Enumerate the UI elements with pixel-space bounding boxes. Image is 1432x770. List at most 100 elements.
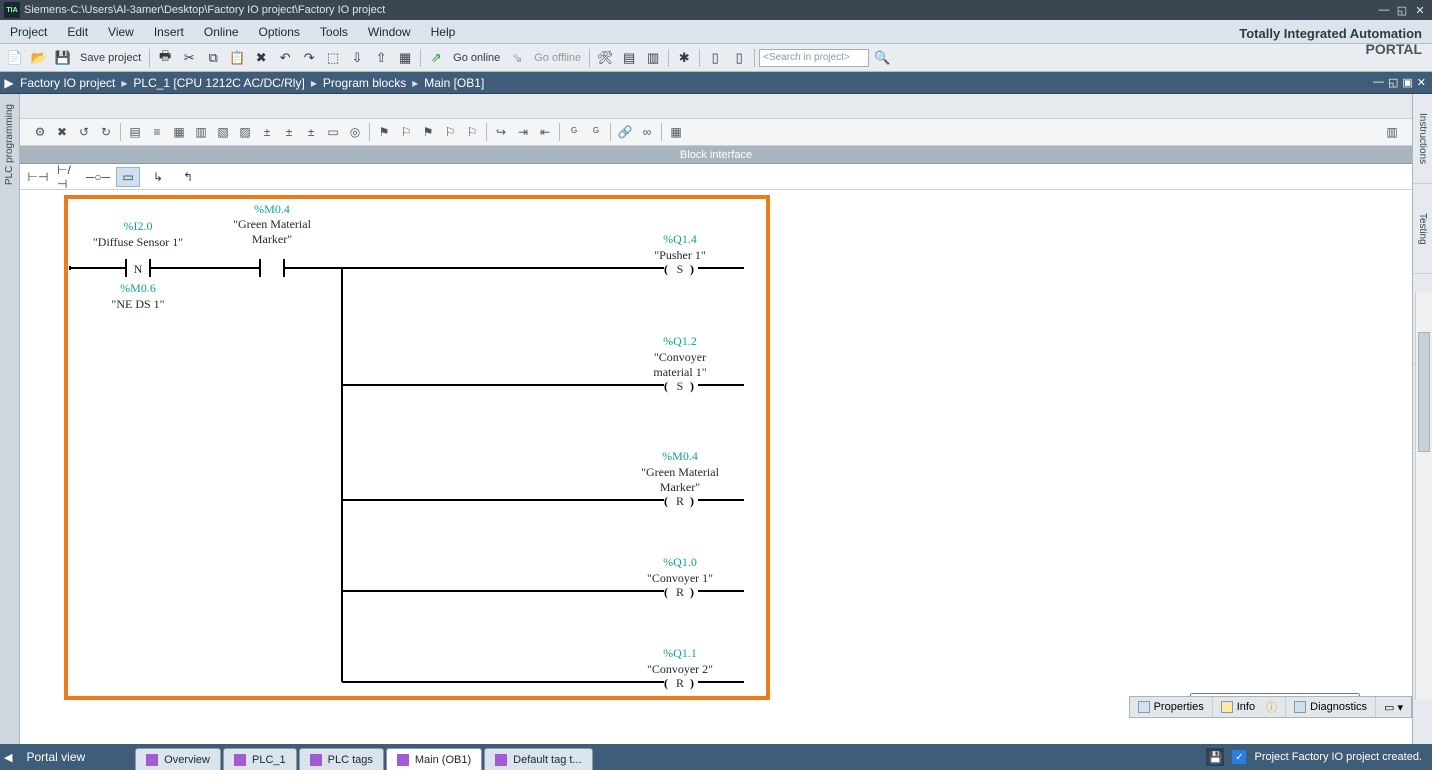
search-icon[interactable]: 🔍	[871, 47, 893, 69]
go-online-icon[interactable]: ⇗	[425, 47, 447, 69]
misc-2-icon[interactable]: 🛠	[594, 47, 616, 69]
et-btn[interactable]: ∞	[637, 122, 657, 142]
paste-icon[interactable]: 📋	[226, 47, 248, 69]
breadcrumb-expand-icon[interactable]: ▶	[0, 76, 18, 90]
scrollbar-thumb[interactable]	[1418, 332, 1430, 452]
et-btn[interactable]: ▥	[1382, 122, 1402, 142]
portal-view-icon[interactable]: ◀	[0, 751, 16, 764]
et-btn[interactable]: ᴳ	[586, 122, 606, 142]
go-offline-icon[interactable]: ⇘	[506, 47, 528, 69]
go-online-label[interactable]: Go online	[449, 52, 504, 64]
side-tab-left[interactable]: PLC programming	[0, 94, 20, 744]
minimize-icon[interactable]: —	[1376, 4, 1392, 17]
lad-coil-icon[interactable]: ─○─	[86, 167, 110, 187]
lad-no-contact-icon[interactable]: ⊢⊣	[26, 167, 50, 187]
et-btn[interactable]: ⚐	[396, 122, 416, 142]
upload-icon[interactable]: ⇧	[370, 47, 392, 69]
lad-branch-up-icon[interactable]: ↰	[176, 167, 200, 187]
et-btn[interactable]: ±	[301, 122, 321, 142]
menu-item-window[interactable]: Window	[358, 20, 421, 43]
pane-minimize-icon[interactable]: —	[1373, 76, 1384, 89]
misc-6-icon[interactable]: ▯	[704, 47, 726, 69]
menu-item-project[interactable]: Project	[0, 20, 57, 43]
new-icon[interactable]: 📄	[4, 47, 26, 69]
breadcrumb-segment[interactable]: Program blocks	[321, 76, 408, 90]
menu-item-options[interactable]: Options	[249, 20, 310, 43]
download-icon[interactable]: ⇩	[346, 47, 368, 69]
compile-icon[interactable]: ▦	[394, 47, 416, 69]
panel-collapse-button[interactable]: ▭ ▾	[1375, 697, 1411, 717]
et-btn[interactable]: ▧	[213, 122, 233, 142]
et-btn[interactable]: ▥	[191, 122, 211, 142]
undo-icon[interactable]: ↶	[274, 47, 296, 69]
misc-3-icon[interactable]: ▤	[618, 47, 640, 69]
menu-item-online[interactable]: Online	[194, 20, 249, 43]
status-tab[interactable]: Main (OB1)	[386, 748, 482, 770]
status-tab[interactable]: PLC_1	[223, 748, 297, 770]
lad-nc-contact-icon[interactable]: ⊢/⊣	[56, 167, 80, 187]
delete-icon[interactable]: ✖	[250, 47, 272, 69]
ladder-canvas[interactable]: N%I2.0"Diffuse Sensor 1"%M0.6"NE DS 1"%M…	[20, 190, 1412, 744]
menu-item-help[interactable]: Help	[421, 20, 466, 43]
cut-icon[interactable]: ✂	[178, 47, 200, 69]
status-tab[interactable]: PLC tags	[299, 748, 384, 770]
et-btn[interactable]: ≡	[147, 122, 167, 142]
et-btn[interactable]: ▦	[666, 122, 686, 142]
block-interface-bar[interactable]: Block interface	[20, 146, 1412, 164]
et-btn[interactable]: ⚐	[462, 122, 482, 142]
et-btn[interactable]: ⚑	[418, 122, 438, 142]
right-tab-instructions[interactable]: Instructions	[1413, 94, 1432, 184]
lad-branch-icon[interactable]: ↳	[146, 167, 170, 187]
misc-7-icon[interactable]: ▯	[728, 47, 750, 69]
et-btn[interactable]: ◎	[345, 122, 365, 142]
et-btn[interactable]: ⚑	[374, 122, 394, 142]
lad-box-icon[interactable]: ▭	[116, 167, 140, 187]
redo-icon[interactable]: ↷	[298, 47, 320, 69]
et-btn[interactable]: ⇥	[513, 122, 533, 142]
search-input[interactable]: <Search in project>	[759, 49, 869, 67]
right-tab-testing[interactable]: Testing	[1413, 184, 1432, 274]
et-btn[interactable]: ▭	[323, 122, 343, 142]
pane-restore-icon[interactable]: ◱	[1388, 76, 1398, 89]
save-icon[interactable]: 💾	[52, 47, 74, 69]
et-btn[interactable]: ▤	[125, 122, 145, 142]
info-button[interactable]: Info ⓘ	[1212, 697, 1285, 717]
pane-maximize-icon[interactable]: ▣	[1402, 76, 1412, 89]
portal-view-label[interactable]: Portal view	[16, 750, 95, 764]
et-btn[interactable]: 🔗	[615, 122, 635, 142]
breadcrumb-segment[interactable]: Factory IO project	[18, 76, 117, 90]
et-btn[interactable]: ±	[257, 122, 277, 142]
copy-icon[interactable]: ⧉	[202, 47, 224, 69]
menu-item-view[interactable]: View	[98, 20, 144, 43]
menu-item-insert[interactable]: Insert	[144, 20, 194, 43]
status-tab[interactable]: Default tag t...	[484, 748, 592, 770]
open-icon[interactable]: 📂	[28, 47, 50, 69]
et-btn[interactable]: ✖	[52, 122, 72, 142]
go-offline-label[interactable]: Go offline	[530, 52, 585, 64]
properties-button[interactable]: Properties	[1130, 697, 1212, 717]
misc-1-icon[interactable]: ⬚	[322, 47, 344, 69]
pane-close-icon[interactable]: ✕	[1417, 76, 1426, 89]
et-btn[interactable]: ±	[279, 122, 299, 142]
menu-item-tools[interactable]: Tools	[310, 20, 358, 43]
et-btn[interactable]: ↺	[74, 122, 94, 142]
et-btn[interactable]: ᴳ	[564, 122, 584, 142]
et-btn[interactable]: ⇤	[535, 122, 555, 142]
et-btn[interactable]: ⚐	[440, 122, 460, 142]
scrollbar-vertical[interactable]	[1415, 292, 1432, 700]
et-btn[interactable]: ↪	[491, 122, 511, 142]
diagnostics-button[interactable]: Diagnostics	[1285, 697, 1375, 717]
et-btn[interactable]: ↻	[96, 122, 116, 142]
breadcrumb-segment[interactable]: Main [OB1]	[422, 76, 486, 90]
et-btn[interactable]: ▦	[169, 122, 189, 142]
et-btn[interactable]: ▨	[235, 122, 255, 142]
et-btn[interactable]: ⚙	[30, 122, 50, 142]
close-icon[interactable]: ✕	[1412, 4, 1428, 17]
status-tab[interactable]: Overview	[135, 748, 221, 770]
misc-4-icon[interactable]: ▥	[642, 47, 664, 69]
menu-item-edit[interactable]: Edit	[57, 20, 98, 43]
print-icon[interactable]: 🖶	[154, 47, 176, 69]
misc-5-icon[interactable]: ✱	[673, 47, 695, 69]
breadcrumb-segment[interactable]: PLC_1 [CPU 1212C AC/DC/Rly]	[131, 76, 306, 90]
maximize-icon[interactable]: ◱	[1394, 4, 1410, 17]
